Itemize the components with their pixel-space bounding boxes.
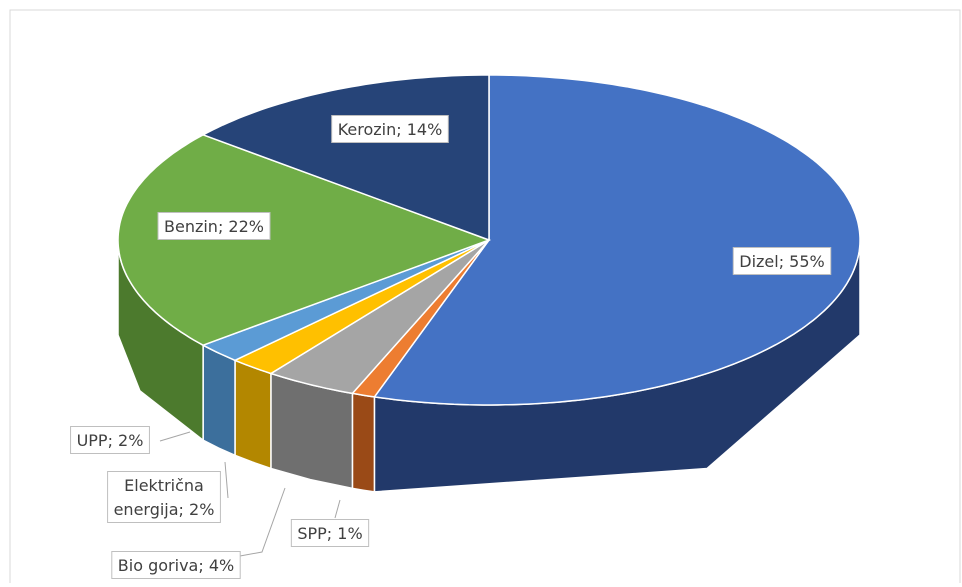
data-label-box [732, 247, 832, 275]
slice [201, 239, 490, 362]
slice [269, 239, 490, 395]
slice [373, 74, 861, 406]
data-label: SPP; 1% [290, 519, 370, 547]
data-label-box [290, 519, 370, 547]
data-label: Benzin; 22% [157, 212, 271, 240]
slice-side [351, 392, 376, 493]
slice [117, 133, 492, 347]
data-label-text: Kerozin; 14% [338, 120, 443, 139]
data-label-text: Bio goriva; 4% [118, 556, 234, 575]
data-label-text: Električna energija; 2% [114, 476, 215, 519]
slice-side [202, 343, 236, 457]
data-label-box [157, 212, 271, 240]
data-label-box [331, 115, 449, 143]
data-label: Dizel; 55% [732, 247, 832, 275]
data-label-text: SPP; 1% [297, 524, 362, 543]
leader-line [334, 499, 341, 519]
data-label-text: Benzin; 22% [164, 217, 264, 236]
data-label: UPP; 2% [70, 426, 150, 454]
leader-line [239, 487, 286, 557]
data-label-box [111, 551, 241, 579]
data-label: Bio goriva; 4% [111, 551, 241, 579]
slice-side [234, 359, 272, 470]
data-label-box [107, 471, 221, 523]
data-label-text: UPP; 2% [77, 431, 144, 450]
slice [233, 239, 490, 375]
data-label-text: Dizel; 55% [739, 252, 825, 271]
data-label-box [70, 426, 150, 454]
leader-line [224, 461, 229, 499]
leader-line [159, 431, 191, 442]
data-label: Kerozin; 14% [331, 115, 449, 143]
data-label: Električna energija; 2% [107, 471, 221, 523]
